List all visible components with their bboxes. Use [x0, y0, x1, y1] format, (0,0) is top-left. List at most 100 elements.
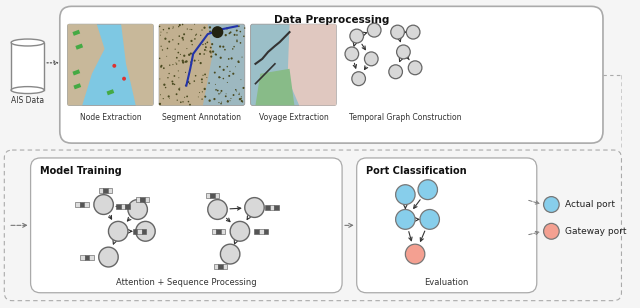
Circle shape — [168, 73, 170, 74]
Bar — [116, 204, 121, 209]
Circle shape — [205, 43, 206, 45]
Circle shape — [182, 39, 184, 41]
Circle shape — [230, 221, 250, 241]
Circle shape — [166, 48, 168, 49]
Circle shape — [237, 60, 239, 63]
Circle shape — [215, 54, 217, 56]
Circle shape — [108, 221, 128, 241]
Circle shape — [168, 41, 170, 43]
Circle shape — [159, 26, 161, 27]
FancyBboxPatch shape — [31, 158, 342, 293]
Circle shape — [212, 26, 223, 38]
Circle shape — [179, 87, 180, 88]
Bar — [90, 255, 94, 260]
Circle shape — [189, 104, 191, 106]
Circle shape — [164, 38, 166, 40]
Circle shape — [168, 27, 170, 30]
Text: Temporal Graph Construction: Temporal Graph Construction — [349, 113, 461, 122]
Circle shape — [166, 32, 168, 33]
Circle shape — [211, 55, 212, 58]
Circle shape — [226, 27, 228, 30]
Bar — [99, 188, 103, 193]
Polygon shape — [159, 24, 212, 105]
Text: Model Training: Model Training — [40, 166, 122, 176]
Circle shape — [236, 30, 238, 31]
Circle shape — [218, 30, 220, 31]
Bar — [84, 255, 90, 260]
Circle shape — [225, 34, 227, 36]
Circle shape — [169, 98, 170, 99]
Circle shape — [242, 101, 243, 103]
Circle shape — [176, 57, 178, 59]
Bar — [106, 89, 115, 95]
Circle shape — [178, 70, 179, 71]
Circle shape — [186, 60, 188, 63]
Circle shape — [367, 23, 381, 37]
Circle shape — [406, 25, 420, 39]
Circle shape — [221, 32, 223, 34]
Circle shape — [184, 61, 186, 63]
Circle shape — [239, 93, 240, 94]
Circle shape — [236, 39, 237, 41]
Circle shape — [188, 54, 190, 56]
Circle shape — [228, 33, 230, 34]
Circle shape — [189, 83, 191, 84]
Circle shape — [190, 52, 192, 55]
Circle shape — [206, 77, 207, 78]
Text: Data Preprocessing: Data Preprocessing — [274, 15, 389, 25]
Circle shape — [191, 29, 193, 30]
Polygon shape — [68, 24, 104, 105]
Circle shape — [182, 60, 184, 62]
Circle shape — [177, 52, 179, 53]
Circle shape — [228, 58, 230, 60]
Circle shape — [194, 24, 195, 25]
Circle shape — [214, 71, 216, 74]
Bar — [76, 44, 83, 50]
Circle shape — [204, 95, 206, 98]
Circle shape — [389, 65, 403, 79]
Bar — [72, 69, 80, 75]
Bar — [223, 265, 227, 270]
Text: Segment Annotation: Segment Annotation — [163, 113, 241, 122]
Bar — [125, 204, 130, 209]
Circle shape — [183, 33, 185, 35]
Circle shape — [189, 29, 191, 30]
Circle shape — [160, 35, 161, 36]
Ellipse shape — [11, 39, 44, 46]
Circle shape — [177, 99, 178, 101]
Circle shape — [232, 48, 234, 50]
Circle shape — [172, 83, 174, 85]
Circle shape — [94, 195, 113, 214]
Circle shape — [241, 57, 243, 58]
Bar — [74, 83, 81, 89]
Bar — [108, 188, 113, 193]
Circle shape — [128, 200, 147, 219]
Circle shape — [232, 73, 234, 75]
Text: Node Extraction: Node Extraction — [79, 113, 141, 122]
Circle shape — [136, 221, 155, 241]
Circle shape — [195, 75, 196, 77]
Polygon shape — [255, 69, 294, 105]
Circle shape — [232, 94, 234, 96]
Circle shape — [223, 69, 225, 71]
Bar — [80, 255, 84, 260]
Circle shape — [243, 87, 244, 89]
Circle shape — [190, 62, 191, 63]
Circle shape — [188, 101, 189, 102]
Circle shape — [216, 29, 218, 31]
Circle shape — [179, 24, 181, 26]
Circle shape — [173, 75, 175, 77]
Circle shape — [190, 40, 193, 42]
Circle shape — [239, 98, 241, 100]
Circle shape — [418, 180, 438, 200]
Circle shape — [238, 94, 240, 95]
Circle shape — [161, 46, 162, 47]
Circle shape — [204, 88, 206, 90]
Circle shape — [397, 45, 410, 59]
Bar — [265, 205, 269, 210]
Circle shape — [239, 62, 240, 63]
Circle shape — [159, 58, 161, 59]
Circle shape — [172, 28, 173, 29]
Circle shape — [208, 82, 210, 84]
Circle shape — [173, 26, 174, 28]
